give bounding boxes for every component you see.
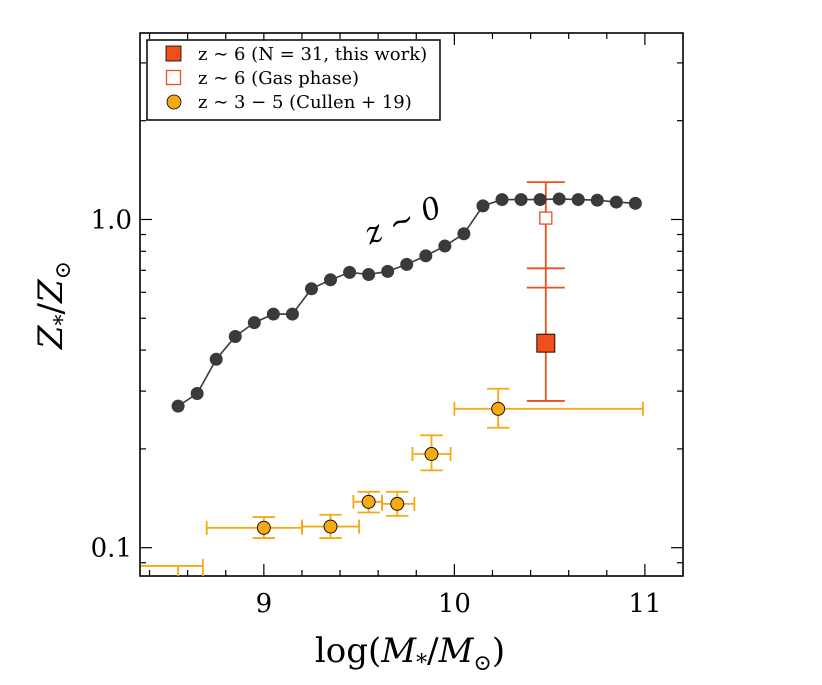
legend-marker-gas	[165, 69, 182, 86]
x-tick-label: 9	[256, 589, 273, 619]
z0-point	[266, 307, 280, 321]
z0-point	[533, 193, 547, 207]
legend-label-cullen: z ∼ 3 − 5 (Cullen + 19)	[198, 92, 412, 113]
z0-point	[514, 193, 528, 207]
z0-point	[590, 193, 604, 207]
z0-point	[362, 267, 376, 281]
z0-point	[285, 307, 299, 321]
thiswork-point	[536, 333, 556, 353]
x-tick-label: 10	[438, 589, 471, 619]
z0-point	[438, 239, 452, 253]
cullen-point	[323, 519, 338, 534]
cullen-point	[390, 496, 405, 511]
z0-point	[628, 196, 642, 210]
z0-point	[495, 193, 509, 207]
z0-point	[190, 387, 204, 401]
legend-box	[146, 39, 441, 121]
z0-point	[476, 199, 490, 213]
plot-frame	[139, 32, 684, 577]
z0-point	[571, 193, 585, 207]
cullen-point	[424, 447, 439, 461]
legend-marker-thiswork	[165, 45, 182, 62]
z0-point	[324, 273, 338, 287]
y-tick-label: 1.0	[91, 205, 132, 235]
z0-annotation: z ∼ 0	[359, 190, 446, 252]
cullen-point	[361, 494, 376, 509]
z0-point	[381, 264, 395, 278]
z0-point	[228, 330, 242, 344]
y-axis-title: Z*/Z⊙	[31, 261, 76, 350]
x-tick-label: 11	[628, 589, 661, 619]
z0-point	[171, 399, 185, 413]
cullen-point	[491, 401, 506, 416]
z0-point	[419, 249, 433, 263]
legend-marker-cullen	[166, 94, 182, 110]
z0-point	[609, 195, 623, 209]
z0-point	[400, 257, 414, 271]
gas-phase-point	[539, 211, 553, 225]
legend-label-thiswork: z ∼ 6 (N = 31, this work)	[198, 44, 427, 65]
z0-point	[209, 352, 223, 366]
z0-point	[457, 227, 471, 241]
z0-point	[552, 192, 566, 206]
cullen-point	[256, 520, 271, 535]
z0-point	[304, 282, 318, 296]
legend: z ∼ 6 (N = 31, this work) z ∼ 6 (Gas pha…	[146, 39, 441, 121]
z0-point	[247, 316, 261, 330]
legend-label-gas: z ∼ 6 (Gas phase)	[198, 68, 359, 89]
y-tick-label: 0.1	[91, 534, 132, 564]
x-axis-title: log(M*/M⊙)	[315, 631, 505, 676]
z0-point	[343, 265, 357, 279]
